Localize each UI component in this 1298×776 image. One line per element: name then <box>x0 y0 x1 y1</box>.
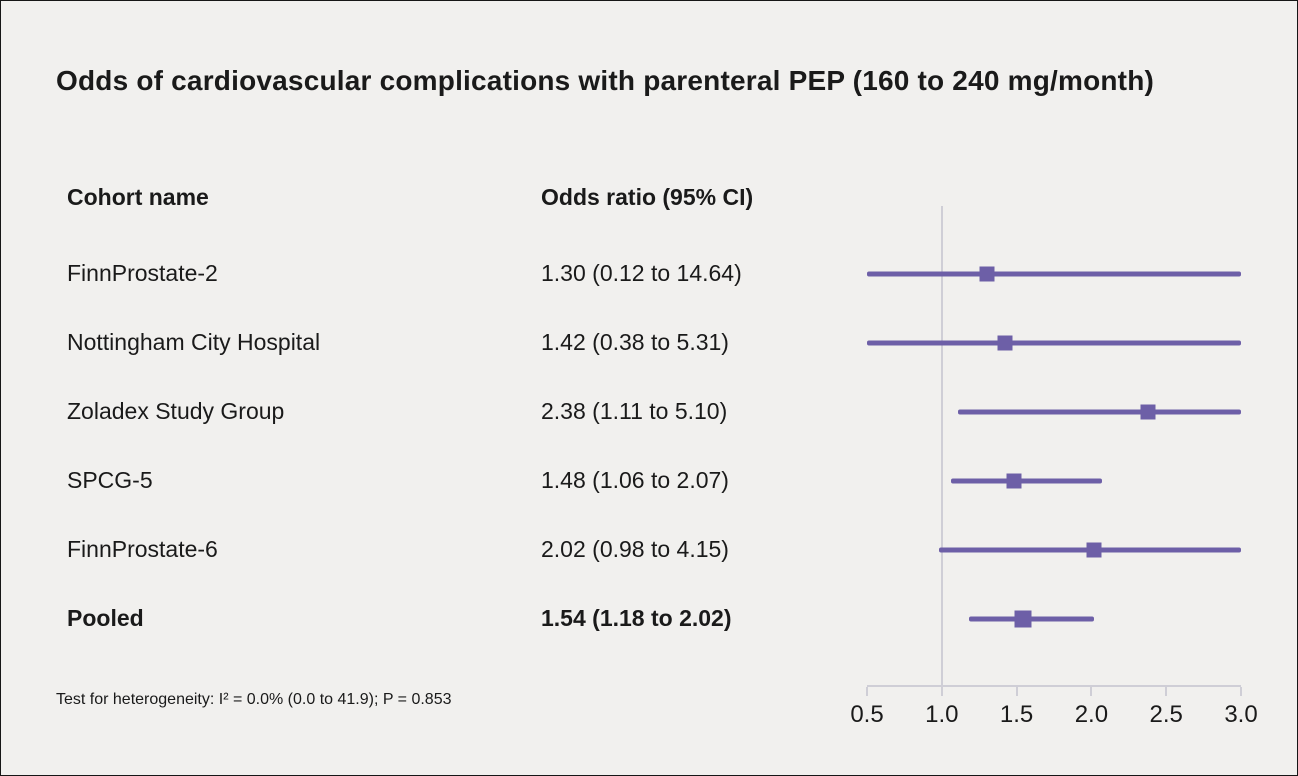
ci-plot-cell <box>867 377 1241 446</box>
x-axis-tick-label: 3.0 <box>1224 701 1258 728</box>
confidence-interval-line <box>950 478 1102 483</box>
column-headers: Cohort name Odds ratio (95% CI) <box>1 179 1297 215</box>
point-estimate-marker <box>1006 473 1022 488</box>
odds-ratio-label: 1.54 (1.18 to 2.02) <box>541 605 732 631</box>
odds-ratio-label: 1.30 (0.12 to 14.64) <box>541 260 742 286</box>
x-axis-tick-label: 1.0 <box>925 701 959 728</box>
forest-row: Pooled 1.54 (1.18 to 2.02) <box>1 584 1297 653</box>
forest-row: Zoladex Study Group 2.38 (1.11 to 5.10) <box>1 377 1297 446</box>
x-axis-tick-label: 2.0 <box>1074 701 1109 728</box>
point-estimate-marker <box>979 266 995 281</box>
ci-plot-cell <box>867 308 1241 377</box>
forest-row: SPCG-5 1.48 (1.06 to 2.07) <box>1 446 1297 515</box>
cohort-name: Zoladex Study Group <box>67 398 285 424</box>
cohort-name: FinnProstate-2 <box>67 260 218 286</box>
point-estimate-marker <box>997 335 1013 350</box>
x-axis-tick-mark <box>1240 687 1242 696</box>
point-estimate-marker <box>1140 404 1156 419</box>
x-axis-tick-mark <box>1165 687 1168 696</box>
confidence-interval-line <box>968 616 1095 621</box>
cohort-name: Pooled <box>67 605 144 631</box>
cohort-name: Nottingham City Hospital <box>67 329 321 355</box>
chart-title: Odds of cardiovascular complications wit… <box>56 65 1155 96</box>
odds-ratio-label: 2.38 (1.11 to 5.10) <box>541 398 728 424</box>
x-axis-tick-mark <box>1015 687 1018 696</box>
x-axis-line <box>867 685 1241 687</box>
odds-ratio-label: 1.48 (1.06 to 2.07) <box>541 467 729 493</box>
x-axis-tick-mark <box>940 687 943 696</box>
col-header-cohort: Cohort name <box>67 183 209 210</box>
odds-ratio-label: 1.42 (0.38 to 5.31) <box>541 329 729 355</box>
confidence-interval-line <box>867 340 1241 345</box>
ci-plot-cell <box>867 446 1241 515</box>
forest-row: Nottingham City Hospital 1.42 (0.38 to 5.… <box>1 308 1297 377</box>
forest-row: FinnProstate-2 1.30 (0.12 to 14.64) <box>1 239 1297 308</box>
odds-ratio-label: 2.02 (0.98 to 4.15) <box>541 536 729 562</box>
x-axis-tick-mark <box>866 687 868 696</box>
point-estimate-marker <box>1014 610 1032 627</box>
point-estimate-marker <box>1086 542 1102 557</box>
ci-plot-cell <box>867 239 1241 308</box>
ci-plot-cell <box>867 584 1241 653</box>
cohort-name: SPCG-5 <box>67 467 153 493</box>
x-axis-tick-label: 1.5 <box>999 701 1034 728</box>
x-axis-tick-label: 0.5 <box>850 701 884 728</box>
heterogeneity-note: Test for heterogeneity: I² = 0.0% (0.0 t… <box>56 691 452 708</box>
confidence-interval-line <box>867 271 1241 276</box>
x-axis-tick-label: 2.5 <box>1149 701 1183 728</box>
plot-axes: 0.5 1.0 1.5 2.0 2.5 3.0 <box>850 206 1258 728</box>
cohort-name: FinnProstate-6 <box>67 536 218 562</box>
x-axis-tick-mark <box>1090 687 1093 696</box>
forest-rows: FinnProstate-2 1.30 (0.12 to 14.64) Nottin… <box>1 239 1297 653</box>
confidence-interval-line <box>958 409 1241 414</box>
forest-row: FinnProstate-6 2.02 (0.98 to 4.15) <box>1 515 1297 584</box>
col-header-odds-ratio: Odds ratio (95% CI) <box>541 183 754 210</box>
ci-plot-cell <box>867 515 1241 584</box>
reference-line <box>940 206 943 687</box>
